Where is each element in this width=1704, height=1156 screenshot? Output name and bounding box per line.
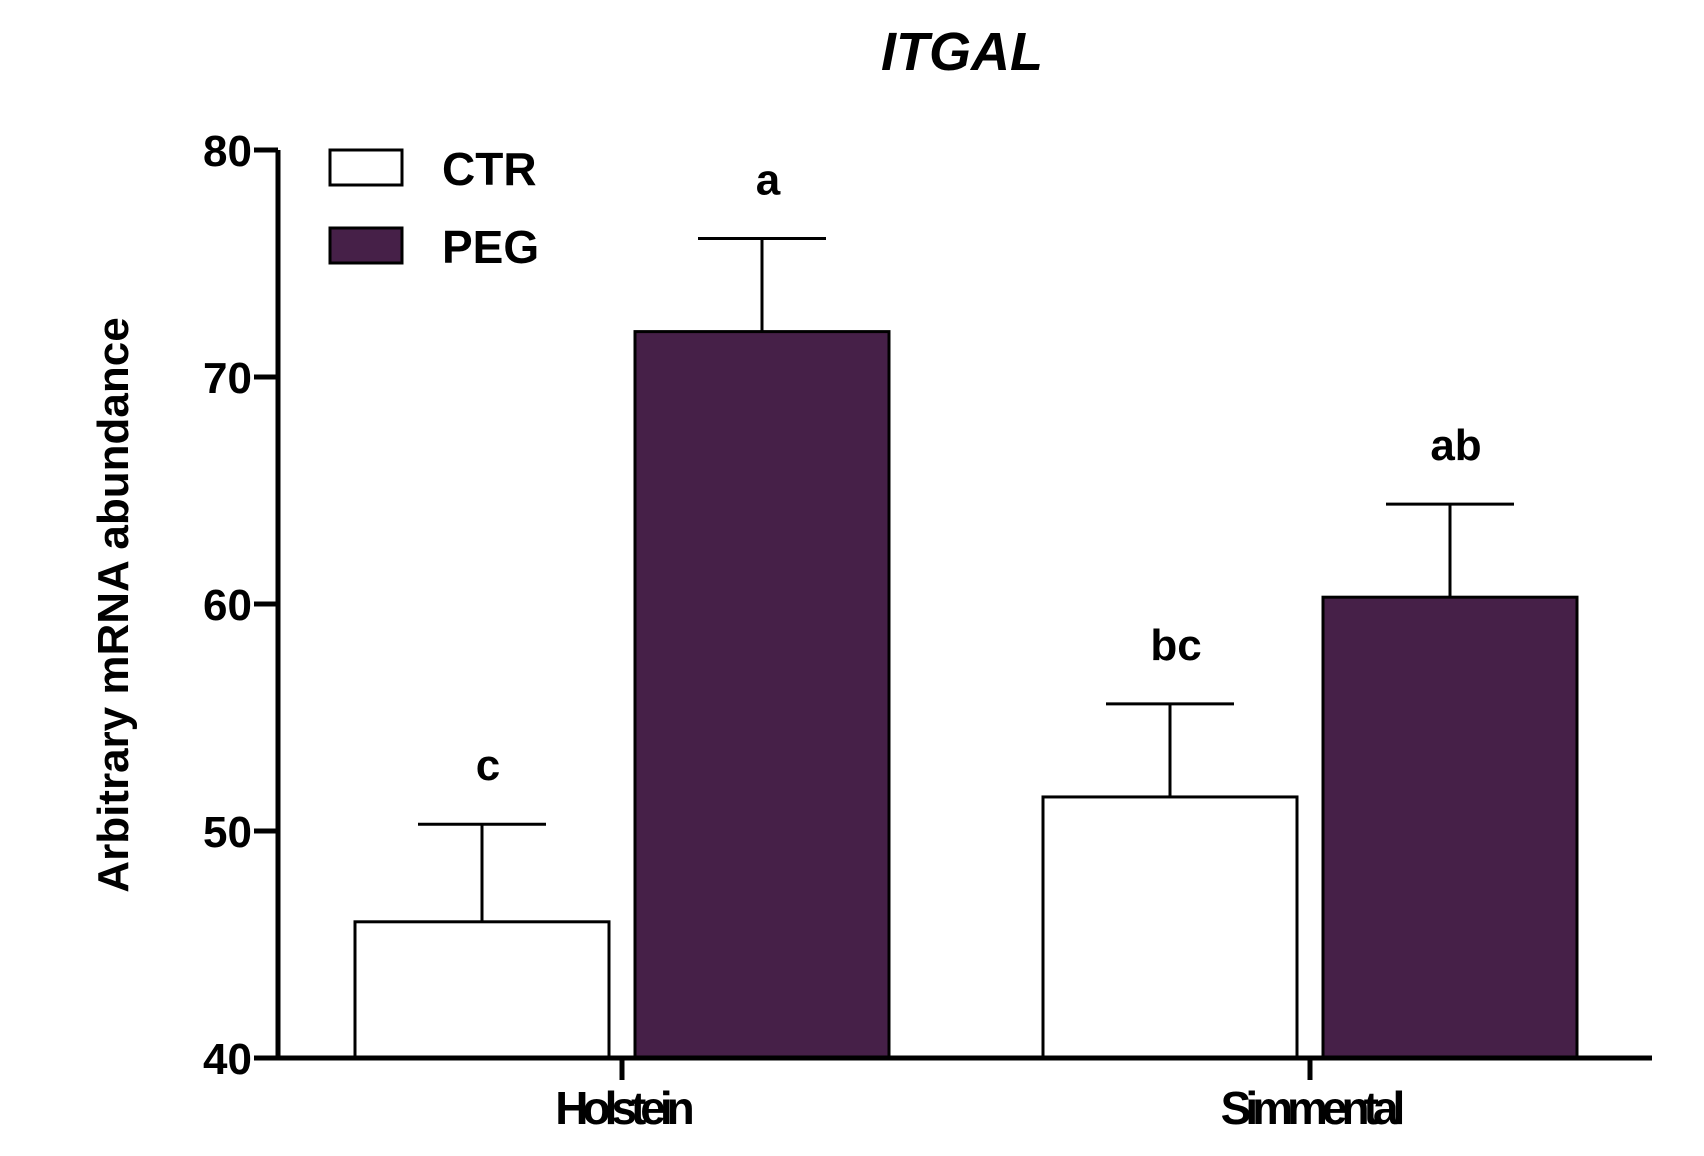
y-tick-label: 60	[203, 581, 252, 630]
legend-swatch-peg	[328, 226, 404, 265]
significance-label: a	[756, 156, 781, 205]
legend-label-peg: PEG	[442, 221, 539, 273]
significance-label: ab	[1430, 421, 1481, 470]
y-tick-label: 70	[203, 354, 252, 403]
y-tick-label: 40	[203, 1035, 252, 1084]
chart-title: ITGAL	[881, 22, 1043, 82]
bar-ctr-holstein	[353, 920, 611, 1060]
x-tick-label-holstein: Holstein	[555, 1082, 692, 1134]
bar-ctr-simmental	[1041, 795, 1299, 1060]
legend-label-ctr: CTR	[442, 143, 537, 195]
significance-label: c	[476, 741, 500, 790]
y-tick-label: 80	[203, 127, 252, 176]
y-axis-label: Arbitrary mRNA abundance	[89, 317, 138, 892]
legend-swatch-ctr	[328, 148, 404, 187]
bar-peg-simmental	[1321, 595, 1579, 1060]
y-tick-label: 50	[203, 808, 252, 857]
significance-label: bc	[1150, 621, 1201, 670]
x-tick-label-simmental: Simmental	[1221, 1082, 1403, 1134]
bar-peg-holstein	[633, 330, 891, 1060]
